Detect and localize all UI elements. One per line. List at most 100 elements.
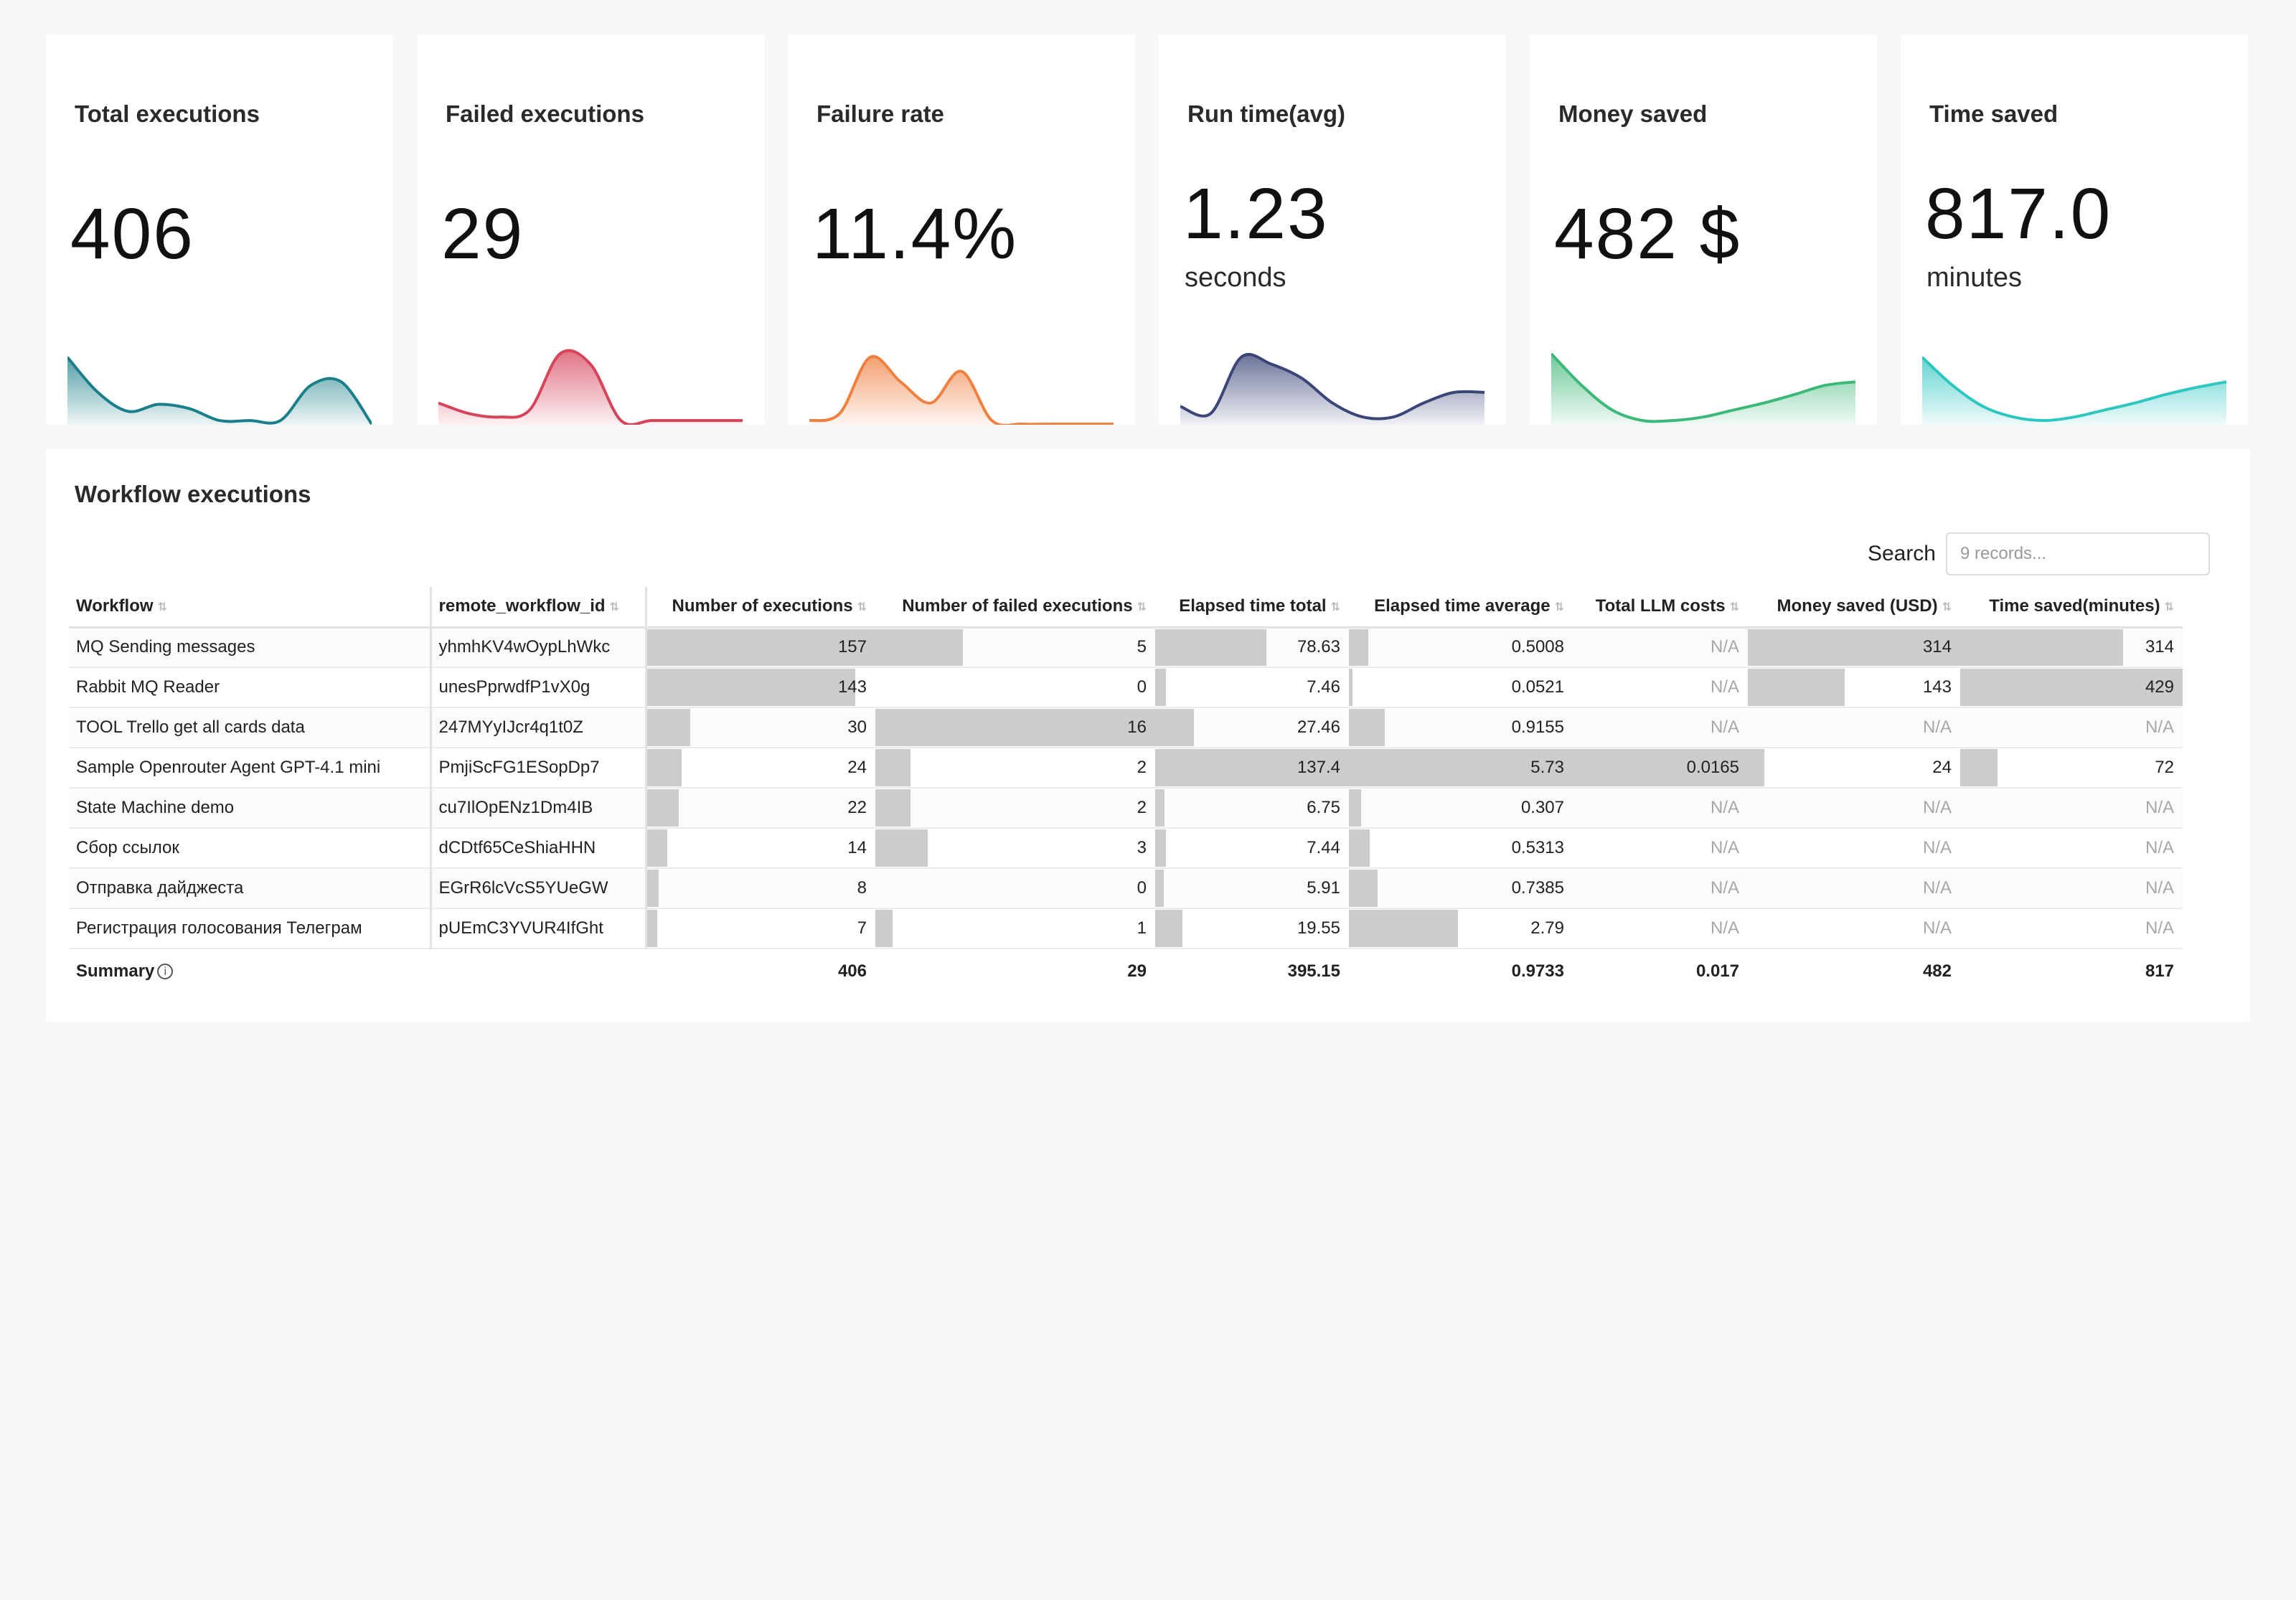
sort-icon[interactable]: ⇅ [857, 601, 867, 613]
kpi-title: Failure rate [817, 100, 944, 127]
cell-bar [1349, 709, 1385, 746]
panel-title: Workflow executions [75, 481, 311, 507]
summary-executions: 406 [646, 949, 875, 993]
column-header[interactable]: Workflow ⇅ [69, 587, 432, 629]
cell-value: 7.44 [1307, 838, 1340, 857]
table-cell-llm-costs: N/A [1573, 908, 1748, 949]
search-input[interactable] [1946, 532, 2210, 575]
sort-icon[interactable]: ⇅ [1330, 601, 1340, 613]
table-cell-elapsed-avg: 0.5313 [1349, 828, 1573, 869]
table-row[interactable]: State Machine demo cu7IlOpENz1Dm4IB 22 2 6.7… [69, 788, 2183, 829]
cell-value: N/A [1710, 918, 1739, 938]
column-header[interactable]: Number of failed executions ⇅ [875, 587, 1155, 629]
cell-bar [1155, 910, 1183, 947]
cell-bar [875, 709, 1155, 746]
cell-value: 429 [2145, 677, 2174, 697]
summary-value: 29 [1127, 961, 1147, 981]
table-cell-elapsed-avg: 0.9155 [1349, 707, 1573, 748]
cell-value: 5 [1137, 637, 1147, 657]
cell-value: Отправка дайджеста [76, 878, 244, 898]
table-cell-elapsed-total: 137.4 [1155, 748, 1349, 789]
cell-bar [1155, 870, 1164, 907]
table-cell-elapsed-total: 19.55 [1155, 908, 1349, 949]
cell-value: N/A [2145, 717, 2174, 737]
cell-bar [646, 749, 682, 786]
table-cell-time-saved: 314 [1960, 627, 2183, 668]
cell-bar [875, 829, 928, 867]
table-cell-llm-costs: N/A [1573, 788, 1748, 829]
table-row[interactable]: MQ Sending messages yhmhKV4wOypLhWkc 157 5 7… [69, 627, 2183, 668]
column-header-label: Elapsed time average [1374, 596, 1551, 616]
table-cell-workflow: Регистрация голосования Телеграм [69, 908, 432, 949]
sort-icon[interactable]: ⇅ [609, 601, 619, 613]
table-cell-id: pUEmC3YVUR4IfGht [430, 908, 647, 949]
table-cell-failed: 2 [875, 788, 1155, 829]
sort-icon[interactable]: ⇅ [1137, 601, 1147, 613]
cell-bar [646, 870, 659, 907]
sort-icon[interactable]: ⇅ [1942, 601, 1952, 613]
summary-value: 0.017 [1695, 961, 1739, 981]
column-header[interactable]: Elapsed time total ⇅ [1155, 587, 1349, 629]
summary-value: Summary [76, 961, 155, 981]
kpi-unit: seconds [1185, 263, 1286, 293]
column-header[interactable]: Total LLM costs ⇅ [1573, 587, 1748, 629]
cell-value: 247MYyIJcr4q1t0Z [438, 717, 583, 737]
kpi-title: Time saved [1929, 100, 2059, 127]
kpi-card: Money saved 482 $ [1530, 34, 1877, 425]
cell-bar [1155, 629, 1266, 666]
summary-value: 406 [837, 961, 867, 981]
cell-value: N/A [2145, 878, 2174, 898]
sparkline-line [809, 354, 1114, 425]
table-cell-executions: 30 [646, 707, 875, 748]
cell-value: 27.46 [1297, 717, 1340, 737]
table-row[interactable]: Отправка дайджеста EGrR6lcVcS5YUeGW 8 0 5.91… [69, 868, 2183, 909]
kpi-title: Failed executions [446, 100, 644, 127]
table-cell-workflow: TOOL Trello get all cards data [69, 707, 432, 748]
kpi-card: Failure rate 11.4% [788, 34, 1135, 425]
table-cell-llm-costs: 0.0165 [1573, 748, 1748, 789]
sparkline-area [1180, 354, 1485, 425]
cell-value: 16 [1127, 717, 1147, 737]
cell-value: 143 [837, 677, 867, 697]
cell-value: 2 [1137, 798, 1147, 817]
table-row[interactable]: Сбор ссылок dCDtf65CeShiaHHN 14 3 7.44 0.5313… [69, 828, 2183, 869]
sort-icon[interactable]: ⇅ [2164, 601, 2174, 613]
table-cell-workflow: State Machine demo [69, 788, 432, 829]
cell-value: 137.4 [1297, 758, 1340, 777]
summary-elapsed-total: 395.15 [1155, 949, 1349, 993]
sparkline-area [438, 350, 743, 425]
column-header[interactable]: Money saved (USD) ⇅ [1748, 587, 1960, 629]
table-cell-elapsed-avg: 0.7385 [1349, 868, 1573, 909]
table-cell-money-saved: N/A [1748, 707, 1960, 748]
table-row[interactable]: Rabbit MQ Reader unesPprwdfP1vX0g 143 0 7.46… [69, 667, 2183, 708]
sort-icon[interactable]: ⇅ [1554, 601, 1564, 613]
table-cell-elapsed-total: 78.63 [1155, 627, 1349, 668]
column-header[interactable]: Time saved(minutes) ⇅ [1960, 587, 2183, 629]
column-header[interactable]: remote_workflow_id ⇅ [430, 587, 647, 629]
sort-icon[interactable]: ⇅ [157, 601, 167, 613]
sparkline-area [1551, 354, 1855, 425]
table-cell-failed: 3 [875, 828, 1155, 869]
kpi-value: 482 $ [1554, 194, 1741, 274]
column-header[interactable]: Number of executions ⇅ [646, 587, 875, 629]
kpi-title: Total executions [75, 100, 260, 127]
table-cell-id: cu7IlOpENz1Dm4IB [430, 788, 647, 829]
sort-icon[interactable]: ⇅ [1729, 601, 1739, 613]
table-row[interactable]: Sample Openrouter Agent GPT-4.1 mini Pmji… [69, 748, 2183, 789]
cell-bar [646, 829, 667, 867]
cell-value: 0.5008 [1511, 637, 1564, 657]
cell-value: N/A [1710, 717, 1739, 737]
cell-bar [875, 629, 963, 666]
cell-value: 14 [847, 838, 867, 857]
column-header[interactable]: Elapsed time average ⇅ [1349, 587, 1573, 629]
kpi-sparkline [67, 356, 372, 425]
sparkline-area [1922, 357, 2226, 425]
cell-value: Регистрация голосования Телеграм [76, 918, 362, 938]
table-row[interactable]: Регистрация голосования Телеграм pUEmC3YV… [69, 908, 2183, 949]
cell-value: N/A [1922, 798, 1952, 817]
table-row[interactable]: TOOL Trello get all cards data 247MYyIJcr… [69, 707, 2183, 748]
table-cell-elapsed-avg: 0.0521 [1349, 667, 1573, 708]
cell-value: MQ Sending messages [76, 637, 255, 657]
info-icon[interactable]: i [157, 964, 174, 980]
cell-value: 22 [847, 798, 867, 817]
